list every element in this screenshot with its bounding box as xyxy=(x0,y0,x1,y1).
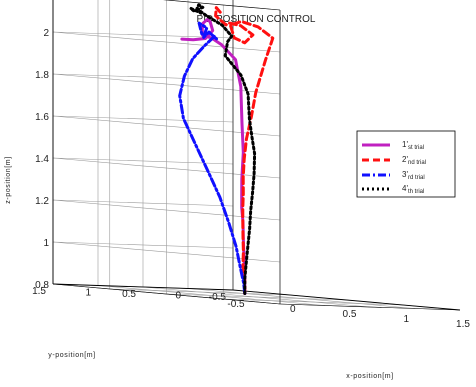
y-tick-label-2: 0.5 xyxy=(122,289,136,300)
legend-item-4: 4'th trial xyxy=(362,184,424,195)
grid-side-z-4 xyxy=(52,115,234,123)
chart-title: PID POSITION CONTROL xyxy=(197,14,316,25)
floor-right-edge xyxy=(279,303,461,311)
legend-box xyxy=(356,130,456,198)
z-axis-label: z-position[m] xyxy=(5,156,12,203)
series-3-line xyxy=(178,21,247,295)
legend-label-4: 4'th trial xyxy=(402,184,424,195)
z-tick-label-3: 1.4 xyxy=(35,154,49,165)
top-back-edge xyxy=(163,0,281,11)
y-tick-label-1: 0 xyxy=(175,291,181,302)
axes-box xyxy=(52,0,461,311)
z-tick-label-6: 2 xyxy=(43,28,49,39)
series-layer xyxy=(178,3,275,295)
legend-label-3: 3'rd trial xyxy=(402,170,425,181)
grid-floor-y-1 xyxy=(187,288,416,309)
grid-side-z-1 xyxy=(52,241,234,249)
x-tick-label-4: 1.5 xyxy=(456,319,470,330)
y-axis-line xyxy=(52,283,234,291)
grid-side-z-3 xyxy=(52,157,234,165)
x-tick-label-1: 0 xyxy=(290,304,296,315)
z-tick-label-1: 1 xyxy=(43,238,49,249)
y-tick-label-0: -0.5 xyxy=(209,292,227,303)
grid-back-z-6 xyxy=(52,31,281,53)
tick-labels: -0.5 0 0.5 1 1.5-0.500.511.50.811.21.41.61.8… xyxy=(32,28,470,330)
z-tick-label-0: 0.8 xyxy=(35,280,49,291)
x-axis-label: x-position[m] xyxy=(346,373,393,380)
legend-item-1: 1'st trial xyxy=(362,140,424,151)
legend: 1'st trial 2'nd trial 3'rd trial 4'th tr… xyxy=(356,130,456,198)
floor-back-edge xyxy=(52,283,281,305)
x-tick-label-0: -0.5 xyxy=(227,299,245,310)
grid-side-z-2 xyxy=(52,199,234,207)
grid-floor-y-3 xyxy=(97,285,326,306)
y-tick-label-4: 1.5 xyxy=(32,286,46,297)
series-4-line xyxy=(189,3,257,295)
x-tick-label-2: 0.5 xyxy=(343,309,357,320)
x-tick-label-3: 1 xyxy=(403,314,409,325)
z-tick-label-2: 1.2 xyxy=(35,196,49,207)
x-axis-line xyxy=(232,289,461,311)
legend-item-2: 2'nd trial xyxy=(362,155,426,166)
legend-label-1: 1'st trial xyxy=(402,140,424,151)
y-axis-label: y-position[m] xyxy=(48,352,95,359)
grid-side-z-5 xyxy=(52,73,234,81)
series-2-line xyxy=(214,6,275,295)
z-tick-label-5: 1.8 xyxy=(35,70,49,81)
legend-label-2: 2'nd trial xyxy=(402,155,426,166)
grid-floor-y-2 xyxy=(142,286,371,308)
y-tick-label-3: 1 xyxy=(85,288,91,299)
legend-item-3: 3'rd trial xyxy=(362,170,425,181)
z-tick-label-4: 1.6 xyxy=(35,112,49,123)
